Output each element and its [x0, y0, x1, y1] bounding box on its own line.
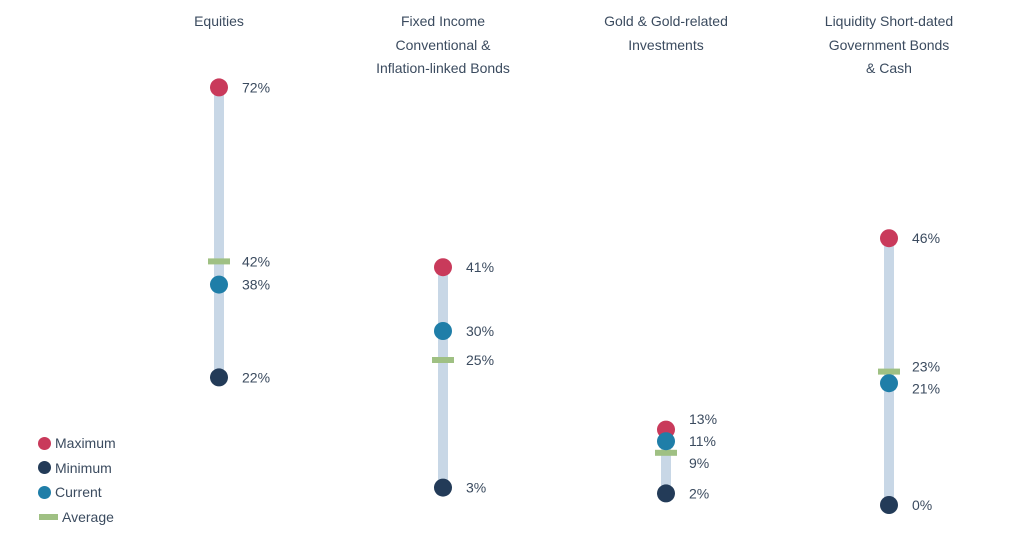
- category-title-line: Government Bonds: [828, 36, 950, 53]
- average-swatch-icon: [39, 513, 58, 520]
- minimum-dot: [657, 484, 675, 503]
- current-swatch-icon: [38, 485, 51, 499]
- range-bar: [438, 267, 448, 488]
- maximum-dot: [210, 78, 228, 97]
- range-bar: [214, 87, 224, 378]
- range-bar: [661, 429, 671, 494]
- average-marker: [655, 449, 677, 456]
- category-title: Gold & Gold-related Investments: [566, 10, 766, 57]
- category-title: Fixed Income Conventional & Inflation-link…: [343, 10, 543, 81]
- current-dot: [434, 322, 452, 340]
- minimum-value-label: 0%: [912, 497, 932, 513]
- current-value-label: 21%: [912, 380, 940, 396]
- minimum-swatch-icon: [38, 461, 51, 475]
- average-marker: [432, 357, 454, 363]
- average-value-label: 42%: [242, 253, 270, 269]
- legend: Maximum Minimum Current Average: [38, 431, 116, 529]
- maximum-swatch-icon: [38, 436, 51, 450]
- category-title-line: Investments: [628, 36, 704, 53]
- legend-label: Current: [55, 484, 102, 501]
- minimum-dot: [210, 368, 228, 387]
- minimum-dot: [880, 496, 898, 514]
- maximum-dot: [434, 258, 452, 277]
- current-dot: [880, 374, 898, 393]
- current-value-label: 38%: [242, 277, 270, 293]
- minimum-value-label: 3%: [466, 480, 486, 496]
- current-value-label: 30%: [466, 323, 494, 339]
- legend-label: Minimum: [55, 459, 112, 476]
- legend-label: Average: [62, 508, 114, 525]
- maximum-value-label: 13%: [689, 411, 717, 427]
- category-title-line: & Cash: [866, 60, 912, 76]
- legend-item-maximum: Maximum: [38, 431, 116, 456]
- maximum-dot: [880, 229, 898, 248]
- category-title-line: Conventional &: [395, 36, 491, 53]
- average-value-label: 23%: [912, 358, 940, 374]
- current-value-label: 11%: [689, 433, 716, 449]
- category-title-line: Gold & Gold-related: [604, 13, 728, 29]
- legend-label: Maximum: [55, 435, 116, 452]
- category-title: Liquidity Short-dated Government Bonds & C…: [789, 10, 989, 81]
- legend-item-current: Current: [38, 480, 116, 505]
- average-marker: [208, 258, 230, 265]
- current-dot: [210, 275, 228, 294]
- average-value-label: 25%: [466, 352, 494, 368]
- minimum-value-label: 22%: [242, 369, 270, 385]
- minimum-value-label: 2%: [689, 485, 709, 501]
- category-title-line: Liquidity Short-dated: [824, 13, 954, 29]
- average-marker: [878, 368, 900, 375]
- category-title-line: Equities: [194, 13, 244, 29]
- category-title-line: Inflation-linked Bonds: [376, 60, 510, 76]
- category-title-line: Fixed Income: [400, 13, 486, 29]
- minimum-dot: [434, 478, 452, 497]
- legend-item-minimum: Minimum: [38, 456, 116, 481]
- maximum-value-label: 46%: [912, 230, 940, 246]
- legend-item-average: Average: [38, 505, 116, 530]
- category-title: Equities: [119, 10, 319, 34]
- maximum-value-label: 72%: [242, 79, 270, 95]
- average-value-label: 9%: [689, 455, 709, 471]
- maximum-value-label: 41%: [466, 259, 494, 275]
- current-dot: [657, 432, 675, 451]
